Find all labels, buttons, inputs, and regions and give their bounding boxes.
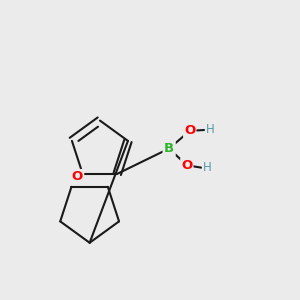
Text: O: O bbox=[72, 170, 83, 183]
Text: H: H bbox=[202, 161, 211, 174]
Text: B: B bbox=[164, 142, 174, 155]
Text: H: H bbox=[206, 124, 214, 136]
Text: O: O bbox=[181, 159, 192, 172]
Text: O: O bbox=[184, 124, 195, 137]
